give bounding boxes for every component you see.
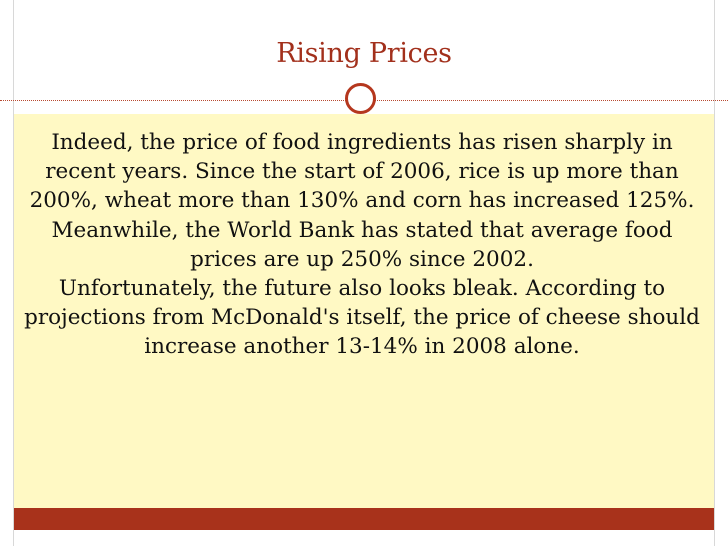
slide-frame (13, 0, 715, 546)
footer-bar (14, 508, 714, 530)
body-paragraph: Indeed, the price of food ingredients ha… (29, 130, 695, 272)
slide-title: Rising Prices (276, 38, 452, 69)
circle-ornament-icon (345, 83, 376, 114)
content-area (14, 114, 714, 508)
body-text: Indeed, the price of food ingredients ha… (24, 128, 700, 362)
body-paragraph: Unfortunately, the future also looks ble… (24, 276, 700, 360)
